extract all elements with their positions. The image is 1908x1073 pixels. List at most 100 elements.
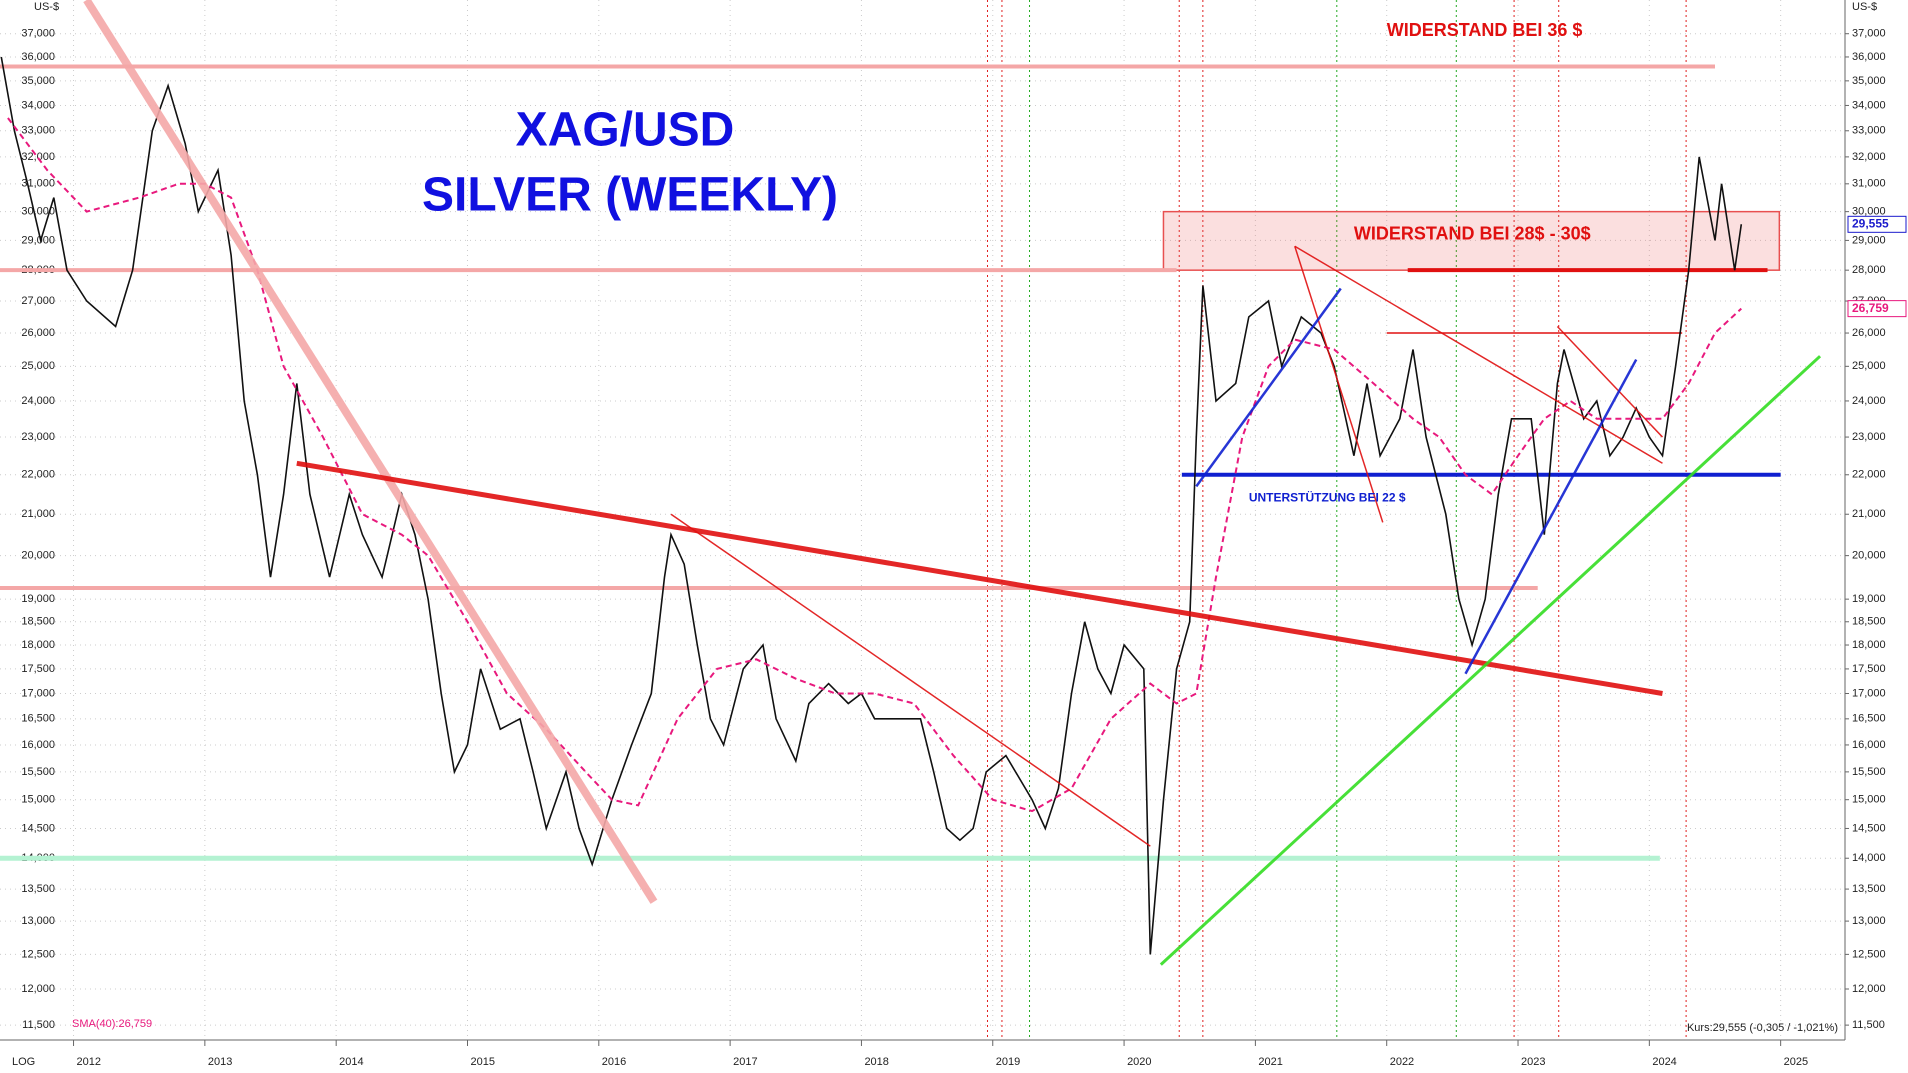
y-tick-label-right: 35,000 xyxy=(1852,75,1886,87)
legend-sma: SMA(40):26,759 xyxy=(72,1018,152,1030)
x-tick-label: 2012 xyxy=(77,1056,101,1068)
y-tick-label-right: 30,000 xyxy=(1852,206,1886,218)
y-tick-label: 30,000 xyxy=(21,206,55,218)
y-tick-label-right: 11,500 xyxy=(1852,1019,1885,1031)
trend-line xyxy=(1464,358,1638,675)
x-tick-label: 2024 xyxy=(1652,1056,1676,1068)
y-tick-label: 16,000 xyxy=(21,739,55,751)
y-tick-label: 33,000 xyxy=(21,125,55,137)
last-value-box xyxy=(1847,300,1907,318)
y-tick-label: 21,000 xyxy=(21,508,55,520)
price-line xyxy=(0,56,1743,955)
y-tick-label-right: 15,000 xyxy=(1852,794,1886,806)
x-tick-label: 2022 xyxy=(1390,1056,1414,1068)
y-tick-label-right: 29,000 xyxy=(1852,234,1886,246)
y-tick-label: 11,500 xyxy=(22,1019,55,1031)
y-tick-label: 18,500 xyxy=(21,616,55,628)
y-tick-label-right: 24,000 xyxy=(1852,395,1886,407)
y-tick-label-right: 36,000 xyxy=(1852,51,1886,63)
x-tick-label: 2017 xyxy=(733,1056,757,1068)
y-tick-label: 15,000 xyxy=(21,794,55,806)
y-tick-label: 27,000 xyxy=(21,295,55,307)
price-line xyxy=(7,117,1742,813)
chart-subtitle: SILVER (WEEKLY) xyxy=(422,169,838,222)
y-tick-label: 14,500 xyxy=(21,822,55,834)
y-tick-label: 20,000 xyxy=(21,550,55,562)
y-tick-label: 34,000 xyxy=(21,99,55,111)
y-tick-label: 13,500 xyxy=(21,883,55,895)
last-value-label: 26,759 xyxy=(1852,301,1889,315)
trend-line xyxy=(1195,287,1342,488)
y-tick-label-right: 32,000 xyxy=(1852,151,1886,163)
y-tick-label: 23,000 xyxy=(21,431,55,443)
y-unit-left: US-$ xyxy=(34,1,59,13)
y-tick-label-right: 34,000 xyxy=(1852,99,1886,111)
trend-line xyxy=(83,0,658,904)
y-tick-label: 15,500 xyxy=(21,766,55,778)
trend-line xyxy=(1159,355,1822,966)
y-tick-label-right: 25,000 xyxy=(1852,360,1886,372)
y-tick-label: 17,500 xyxy=(21,663,55,675)
trend-line xyxy=(296,460,1663,696)
y-tick-label-right: 13,000 xyxy=(1852,915,1886,927)
trend-line xyxy=(1294,245,1663,464)
y-tick-label: 16,500 xyxy=(21,713,55,725)
y-tick-label-right: 16,500 xyxy=(1852,713,1886,725)
x-tick-label: 2023 xyxy=(1521,1056,1545,1068)
x-tick-label: 2013 xyxy=(208,1056,232,1068)
y-tick-label-right: 13,500 xyxy=(1852,883,1886,895)
y-tick-label: 37,000 xyxy=(21,28,55,40)
y-tick-label-right: 12,000 xyxy=(1852,983,1886,995)
y-tick-label: 12,000 xyxy=(21,983,55,995)
legend-price: Kurs:29,555 (-0,305 / -1,021%) xyxy=(1687,1022,1838,1034)
y-tick-label: 29,000 xyxy=(21,234,55,246)
y-tick-label-right: 22,000 xyxy=(1852,469,1886,481)
y-tick-label: 36,000 xyxy=(21,51,55,63)
x-tick-label: 2014 xyxy=(339,1056,363,1068)
annotation: UNTERSTÜTZUNG BEI 22 $ xyxy=(1249,489,1406,504)
x-tick-label: 2021 xyxy=(1258,1056,1282,1068)
last-value-box xyxy=(1847,215,1907,233)
y-tick-label: 17,000 xyxy=(21,687,55,699)
resistance-zone xyxy=(1162,210,1781,271)
y-tick-label: 32,000 xyxy=(21,151,55,163)
trend-line xyxy=(670,513,1151,847)
y-tick-label-right: 23,000 xyxy=(1852,431,1886,443)
y-tick-label-right: 21,000 xyxy=(1852,508,1886,520)
trend-line xyxy=(1556,326,1664,438)
annotation: WIDERSTAND BEI 28$ - 30$ xyxy=(1354,223,1591,243)
x-tick-label: 2018 xyxy=(864,1056,888,1068)
y-tick-label: 12,500 xyxy=(21,948,55,960)
y-tick-label-right: 20,000 xyxy=(1852,550,1886,562)
y-tick-label: 13,000 xyxy=(21,915,55,927)
annotation: WIDERSTAND BEI 36 $ xyxy=(1387,20,1583,40)
x-tick-label: 2015 xyxy=(470,1056,494,1068)
x-tick-label: 2025 xyxy=(1784,1056,1808,1068)
chart-title: XAG/USD xyxy=(516,104,735,157)
y-tick-label: 35,000 xyxy=(21,75,55,87)
y-tick-label-right: 31,000 xyxy=(1852,178,1886,190)
y-tick-label-right: 14,000 xyxy=(1852,852,1886,864)
y-tick-label: 25,000 xyxy=(21,360,55,372)
y-tick-label-right: 16,000 xyxy=(1852,739,1886,751)
y-tick-label-right: 28,000 xyxy=(1852,264,1886,276)
y-tick-label: 18,000 xyxy=(21,639,55,651)
y-tick-label-right: 18,000 xyxy=(1852,639,1886,651)
y-tick-label: 31,000 xyxy=(21,178,55,190)
y-tick-label-right: 12,500 xyxy=(1852,948,1886,960)
y-tick-label: 22,000 xyxy=(21,469,55,481)
x-tick-label: 2019 xyxy=(996,1056,1020,1068)
last-value-label: 29,555 xyxy=(1852,216,1889,230)
y-tick-label-right: 18,500 xyxy=(1852,616,1886,628)
y-unit-right: US-$ xyxy=(1852,1,1877,13)
y-tick-label-right: 26,000 xyxy=(1852,327,1886,339)
x-tick-label: 2020 xyxy=(1127,1056,1151,1068)
y-tick-label-right: 19,000 xyxy=(1852,593,1886,605)
scale-label: LOG xyxy=(12,1056,35,1068)
x-tick-label: 2016 xyxy=(602,1056,626,1068)
y-tick-label: 26,000 xyxy=(21,327,55,339)
y-tick-label: 19,000 xyxy=(21,593,55,605)
